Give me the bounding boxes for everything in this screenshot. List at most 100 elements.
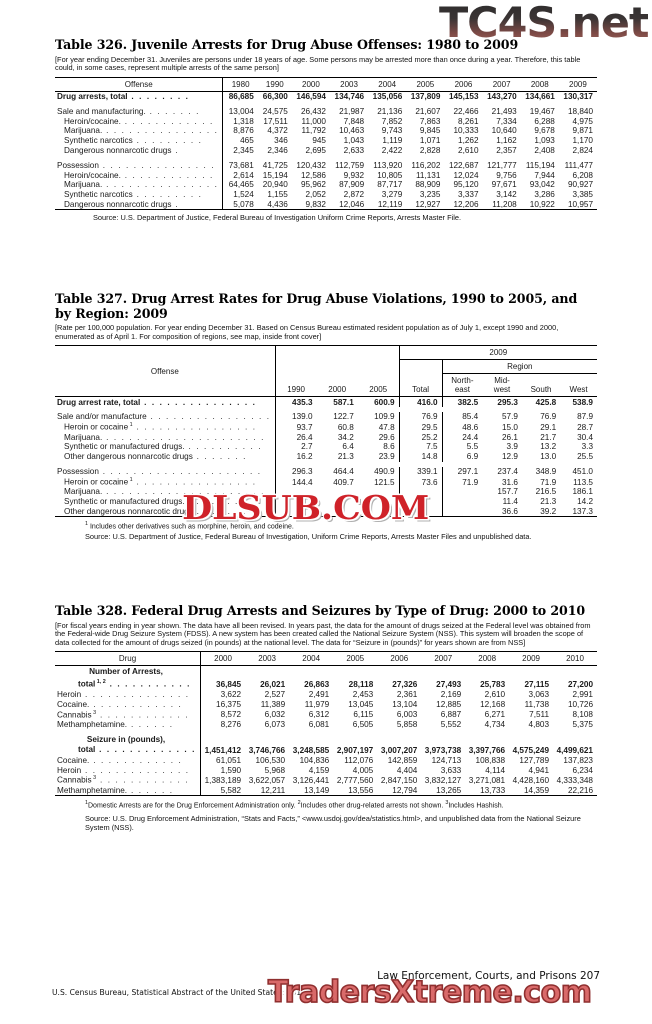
cell-value: 4,436	[267, 199, 288, 209]
leader-dots: . . . . . . .	[192, 452, 248, 462]
cell-value: 1,155	[267, 190, 288, 200]
cell-value: 8,572	[200, 709, 246, 720]
leader-dots: . . . . . . . . . . . .	[96, 776, 190, 786]
cell-value: 19,467	[529, 106, 555, 116]
table-326-title: Table 326. Juvenile Arrests for Drug Abu…	[55, 37, 519, 52]
cell-value	[274, 506, 317, 517]
cell-value: 2,345	[222, 145, 258, 156]
table-row: Marijuana. . . . . . . . . . . . . . . .…	[55, 432, 597, 443]
row-label: Other dangerous nonnarcotic drugs . . . …	[64, 506, 248, 516]
table-row: Heroin or cocaine 1 . . . . . . . . . . …	[55, 421, 597, 433]
cell-value: 3.9	[506, 442, 518, 452]
leader-dots: . . . . . . . . . . .	[105, 679, 192, 689]
cell-value: 2,777,560	[336, 776, 374, 786]
cell-value: 12,024	[453, 170, 479, 180]
cell-value: 57.9	[501, 412, 518, 422]
cell-value	[317, 497, 358, 507]
row-label-line2: total . . . . . . . . . . . . .	[78, 745, 197, 755]
table-row: Drug arrest rate, total . . . . . . . . …	[55, 396, 597, 407]
table-328-title: Table 328. Federal Drug Arrests and Seiz…	[55, 603, 586, 618]
col-header-midwest-line2: west	[493, 385, 511, 395]
cell-value: 87,717	[377, 180, 403, 190]
table-row: Possession . . . . . . . . . . . . . . .…	[55, 160, 597, 171]
cell-value: 6,234	[572, 765, 594, 775]
cell-value: 9,743	[381, 126, 403, 136]
cell-value: 23.9	[378, 452, 395, 462]
cell-value: 11,131	[415, 170, 441, 180]
cell-value: 5.5	[441, 442, 483, 452]
cell-value: 113.5	[573, 477, 593, 487]
cell-value: 71.9	[441, 476, 483, 487]
row-spacer	[55, 406, 597, 412]
table-row: Synthetic narcotics . . . . . . . . . 465…	[55, 135, 597, 146]
cell-value: 25.5	[577, 452, 593, 462]
table-327-headnote: [Rate per 100,000 population. For year e…	[55, 323, 559, 341]
leader-dots: . . . . . .	[127, 720, 174, 730]
cell-value: 1,524	[222, 189, 258, 200]
cell-value: 21,493	[491, 106, 517, 116]
cell-value: 9,871	[572, 126, 594, 136]
table-row: Other dangerous nonnarcotic drugs . . . …	[55, 506, 597, 517]
row-label: Methamphetamine. . . . . . .	[57, 720, 174, 730]
cell-value: 346	[274, 136, 288, 146]
cell-value: 16.2	[274, 451, 317, 462]
table-row: Heroin or cocaine 1 . . . . . . . . . . …	[55, 476, 597, 487]
row-label: Sale and/or manufacture . . . . . . . . …	[57, 412, 271, 422]
cell-value	[358, 506, 399, 516]
cell-value: 134,661	[525, 92, 555, 102]
cell-value: 21.7	[540, 432, 557, 442]
cell-value: 27,493	[436, 680, 462, 690]
col-header-2005: 2005	[416, 79, 435, 89]
footer-chapter-page: Law Enforcement, Courts, and Prisons 207	[377, 970, 600, 982]
cell-value: 121.5	[374, 477, 395, 487]
cell-value: 15,194	[262, 170, 288, 180]
col-header-2000: 2000	[328, 385, 347, 395]
cell-value: 10,726	[567, 699, 593, 709]
cell-value: 27,200	[567, 680, 593, 690]
cell-value: 15.0	[501, 422, 518, 432]
leader-dots: . . . . . . . . . . . . . . .	[102, 180, 219, 190]
cell-value: 4,372	[267, 126, 288, 136]
row-label: Synthetic narcotics . . . . . . . . .	[64, 136, 203, 146]
footer-citation: U.S. Census Bureau, Statistical Abstract…	[52, 988, 307, 997]
cell-value: 7,863	[419, 116, 441, 126]
table-328-header-row: Drug 2000 2003 2004 2005 2006 2007 2008 …	[55, 651, 597, 666]
row-label: Synthetic or manufactured drugs. . . . .…	[64, 497, 263, 507]
cell-value: 12,794	[392, 785, 418, 795]
cell-value: 48.6	[441, 421, 483, 433]
row-label: Synthetic narcotics . . . . . . . . .	[64, 190, 203, 200]
row-label: Synthetic or manufactured drugs. . . . .…	[64, 442, 263, 452]
cell-value: 4,159	[308, 765, 330, 775]
cell-value: 97,671	[491, 180, 517, 190]
cell-value: 22,216	[567, 785, 593, 795]
col-header-2008: 2008	[530, 79, 549, 89]
cell-value: 137,809	[410, 92, 441, 102]
footnote-marker: 2	[297, 800, 301, 807]
table-326-header-row: Offense 1980 1990 2000 2003 2004 2005 20…	[55, 77, 597, 92]
footnote-ref: 3	[91, 709, 97, 716]
cell-value: 137.3	[572, 506, 594, 516]
cell-value: 7,334	[496, 116, 517, 126]
table-328-footnotes: 1Domestic Arrests are for the Drug Enfor…	[55, 799, 597, 810]
col-header-2008: 2008	[478, 654, 497, 664]
cell-value: 20,940	[262, 180, 288, 190]
cell-value: 12,119	[377, 199, 403, 209]
row-label: Dangerous nonnarcotic drugs .	[64, 145, 180, 155]
cell-value: 1,093	[534, 136, 555, 146]
cell-value: 8,876	[222, 126, 258, 136]
cell-value: 3,063	[528, 690, 550, 700]
cell-value: 4,005	[352, 765, 374, 775]
row-label: Cannabis 3 . . . . . . . . . . . .	[57, 775, 190, 786]
cell-value: 2,527	[264, 690, 286, 700]
cell-value: 13,045	[348, 699, 374, 709]
cell-value: 451.0	[572, 467, 594, 476]
cell-value: 1,590	[200, 765, 246, 775]
cell-value: 3,248,585	[292, 746, 330, 756]
cell-value: 26,021	[260, 680, 286, 690]
cell-value: 18,840	[567, 106, 593, 116]
leader-dots: . . . . . . . . .	[132, 136, 203, 146]
cell-value: 143,270	[487, 92, 517, 102]
table-row: Cannabis 3 . . . . . . . . . . . . 8,572 6…	[55, 709, 597, 720]
table-327-region-row: Region	[55, 359, 597, 375]
